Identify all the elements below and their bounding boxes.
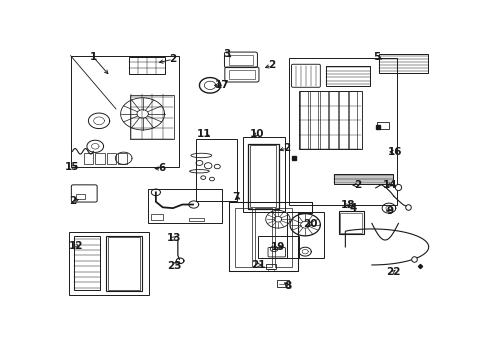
Text: 20: 20 xyxy=(303,219,317,229)
Text: 3: 3 xyxy=(223,49,230,59)
Text: 2: 2 xyxy=(169,54,176,64)
Bar xyxy=(128,57,164,74)
Bar xyxy=(148,189,222,223)
Text: 21: 21 xyxy=(251,260,265,270)
Bar xyxy=(75,194,85,199)
Text: 19: 19 xyxy=(270,242,285,252)
Text: 2: 2 xyxy=(69,196,76,206)
Bar xyxy=(228,70,254,79)
Bar xyxy=(277,280,288,287)
Text: 23: 23 xyxy=(166,261,181,270)
Text: 1: 1 xyxy=(89,52,97,62)
Text: 6: 6 xyxy=(158,163,165,174)
Bar xyxy=(376,122,388,129)
Bar xyxy=(74,237,100,291)
Bar xyxy=(299,91,361,149)
Bar xyxy=(339,91,347,149)
Bar xyxy=(299,91,307,149)
Bar xyxy=(189,217,203,221)
Text: 12: 12 xyxy=(69,240,83,251)
Text: 11: 11 xyxy=(197,129,211,139)
Text: 22: 22 xyxy=(385,267,400,277)
Text: 7: 7 xyxy=(232,192,240,202)
Bar xyxy=(107,237,140,290)
Bar xyxy=(69,232,149,295)
Text: 5: 5 xyxy=(372,52,380,62)
Bar xyxy=(243,138,284,212)
Bar xyxy=(329,91,337,149)
Text: 16: 16 xyxy=(386,147,401,157)
Text: 2: 2 xyxy=(283,143,290,153)
Bar xyxy=(258,236,299,258)
Bar xyxy=(228,55,253,64)
Text: 8: 8 xyxy=(284,281,291,291)
Bar xyxy=(106,153,116,164)
Bar xyxy=(340,212,362,233)
Bar xyxy=(255,208,271,267)
Text: 13: 13 xyxy=(166,233,181,243)
Bar xyxy=(348,91,357,149)
Bar xyxy=(105,236,142,291)
Bar xyxy=(274,208,291,267)
Bar xyxy=(333,174,392,184)
Bar xyxy=(84,153,93,164)
Bar xyxy=(267,269,274,271)
Text: 14: 14 xyxy=(382,180,397,190)
Text: 2: 2 xyxy=(353,180,360,190)
Bar xyxy=(309,91,317,149)
Bar xyxy=(249,145,276,207)
Bar xyxy=(265,264,276,269)
Text: 18: 18 xyxy=(341,199,355,210)
Bar xyxy=(130,95,174,139)
Bar xyxy=(319,91,327,149)
Bar xyxy=(195,139,237,201)
Text: 9: 9 xyxy=(386,206,393,216)
Bar xyxy=(235,208,252,267)
Bar xyxy=(288,58,396,205)
Bar xyxy=(325,66,369,86)
Bar xyxy=(70,56,178,167)
Bar xyxy=(95,153,104,164)
Bar xyxy=(379,54,427,73)
Bar xyxy=(286,212,323,258)
Text: 10: 10 xyxy=(249,129,264,139)
Bar xyxy=(151,214,163,220)
Bar xyxy=(118,153,127,164)
Text: 17: 17 xyxy=(214,80,229,90)
Text: 4: 4 xyxy=(348,203,356,213)
Bar xyxy=(338,211,364,234)
Text: 15: 15 xyxy=(65,162,80,172)
Bar xyxy=(247,144,278,209)
Text: 2: 2 xyxy=(267,60,275,70)
